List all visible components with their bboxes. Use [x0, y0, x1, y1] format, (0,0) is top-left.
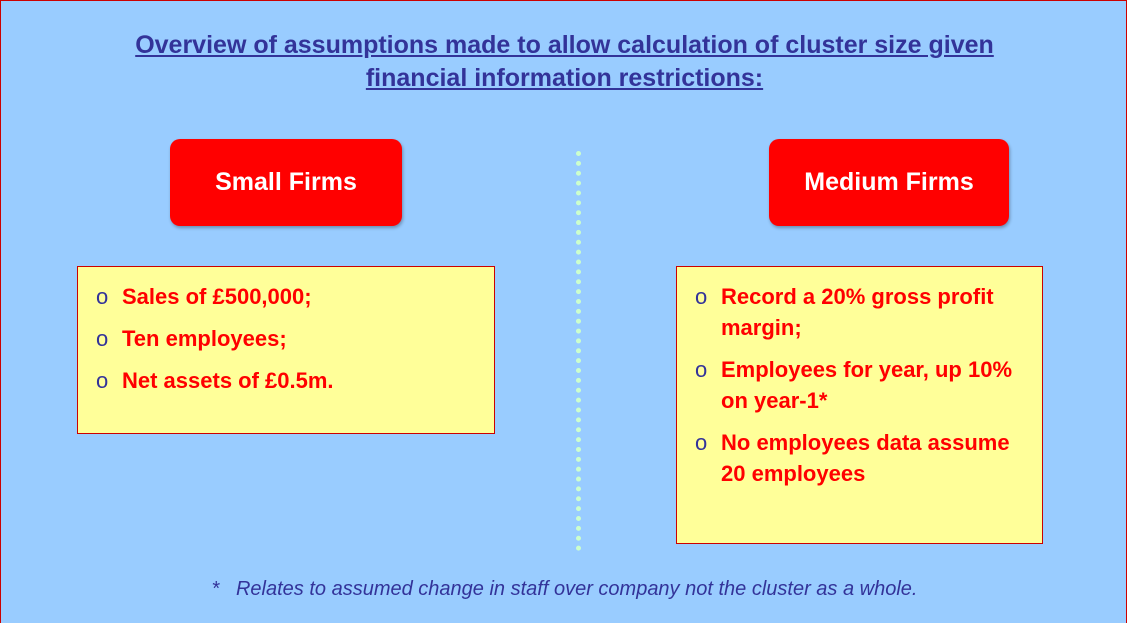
- list-item: o Employees for year, up 10% on year-1*: [695, 354, 1032, 416]
- footnote: * Relates to assumed change in staff ove…: [1, 578, 1126, 601]
- bullet: o: [695, 430, 708, 455]
- item-text: Sales of £500,000;: [122, 284, 312, 309]
- bullet: o: [96, 368, 109, 393]
- item-text: Record a 20% gross profit margin;: [721, 284, 994, 340]
- medium-firms-box: o Record a 20% gross profit margin; o Emplo…: [676, 266, 1043, 544]
- item-text: Net assets of £0.5m.: [122, 368, 334, 393]
- item-text: Employees for year, up 10% on year-1*: [721, 357, 1013, 413]
- medium-firms-label: Medium Firms: [769, 139, 1009, 226]
- small-firms-label: Small Firms: [170, 139, 402, 226]
- divider: [576, 151, 581, 551]
- title-line: Overview of assumptions made to allow ca…: [135, 31, 994, 59]
- list-item: o No employees data assume 20 employees: [695, 427, 1032, 489]
- list-item: o Sales of £500,000;: [96, 281, 484, 312]
- list-item: o Ten employees;: [96, 323, 484, 354]
- bullet: o: [695, 284, 708, 309]
- list-item: o Record a 20% gross profit margin;: [695, 281, 1032, 343]
- list-item: o Net assets of £0.5m.: [96, 365, 484, 396]
- footnote-text: Relates to assumed change in staff over …: [235, 578, 918, 600]
- bullet: o: [695, 357, 708, 382]
- footnote-mark: *: [211, 578, 220, 600]
- small-firms-box: o Sales of £500,000; o Ten employees; o Net a…: [77, 266, 495, 434]
- bullet: o: [96, 326, 109, 351]
- item-text: No employees data assume 20 employees: [721, 430, 1010, 486]
- title-line: financial information restrictions:: [365, 64, 764, 92]
- item-text: Ten employees;: [122, 326, 287, 351]
- bullet: o: [96, 284, 109, 309]
